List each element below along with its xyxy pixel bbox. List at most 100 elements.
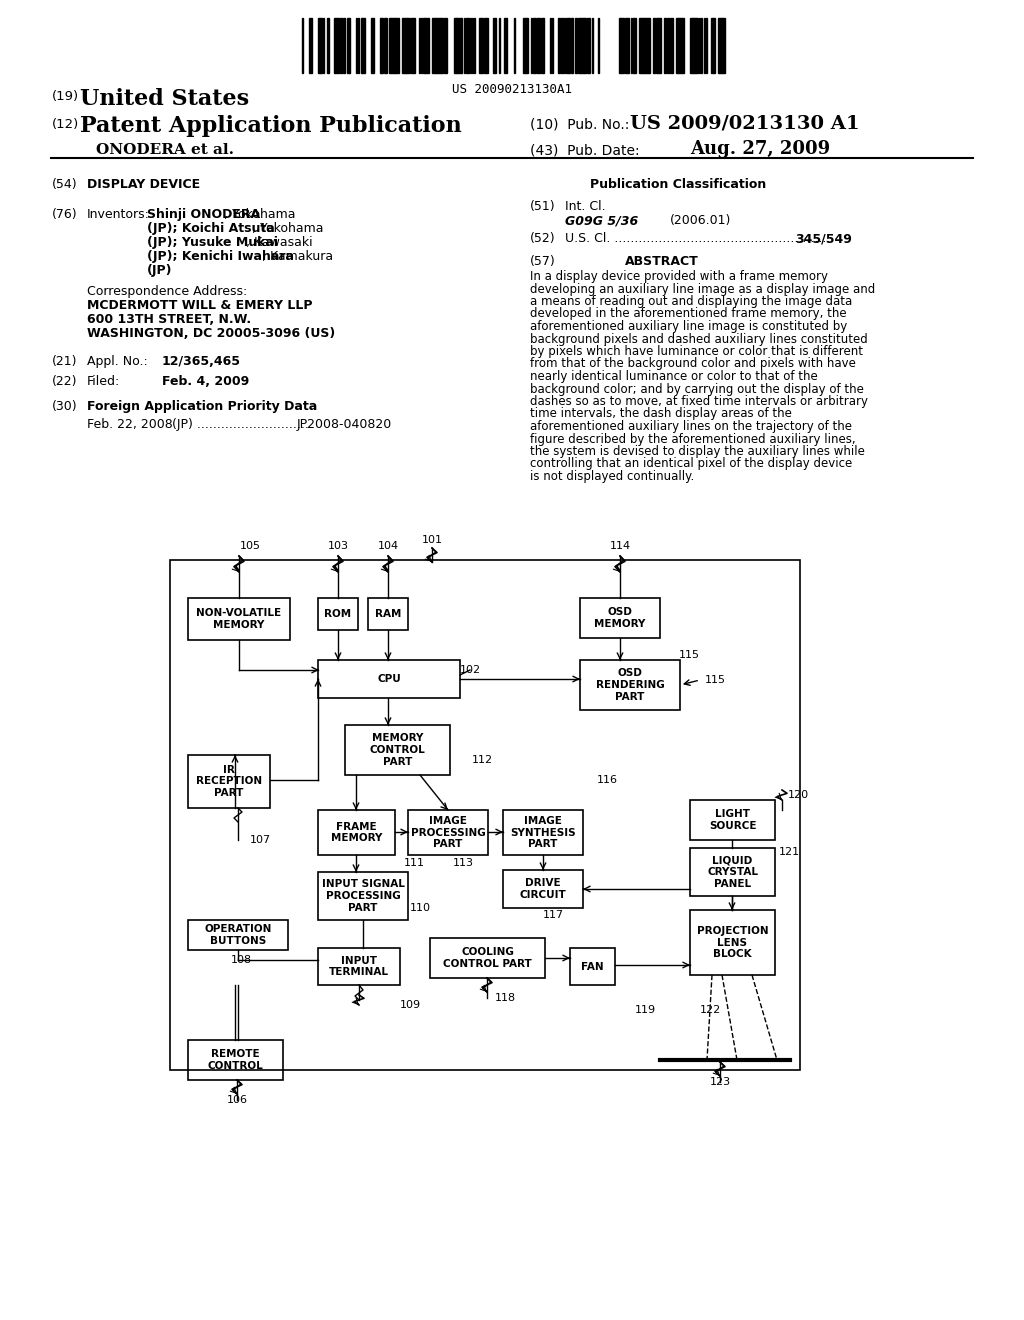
Text: Shinji ONODERA: Shinji ONODERA [147, 209, 260, 220]
Bar [188, 1040, 283, 1080]
Bar [188, 755, 270, 808]
Text: Aug. 27, 2009: Aug. 27, 2009 [690, 140, 830, 158]
Bar [318, 948, 400, 985]
Bar [621, 18, 624, 73]
Bar [318, 598, 358, 630]
Text: RAM: RAM [375, 609, 401, 619]
Text: (19): (19) [52, 90, 79, 103]
Text: COOLING
CONTROL PART: COOLING CONTROL PART [443, 948, 531, 969]
Text: is not displayed continually.: is not displayed continually. [530, 470, 694, 483]
Text: MCDERMOTT WILL & EMERY LLP: MCDERMOTT WILL & EMERY LLP [87, 300, 312, 312]
Bar [318, 873, 408, 920]
Text: FAN: FAN [582, 961, 604, 972]
Bar [368, 598, 408, 630]
Text: 122: 122 [699, 1005, 721, 1015]
Text: 12/365,465: 12/365,465 [162, 355, 241, 368]
Text: nearly identical luminance or color to that of the: nearly identical luminance or color to t… [530, 370, 818, 383]
Text: US 2009/0213130 A1: US 2009/0213130 A1 [630, 115, 859, 133]
Bar [561, 18, 563, 73]
Bar [408, 810, 488, 855]
Text: by pixels which have luminance or color that is different: by pixels which have luminance or color … [530, 345, 863, 358]
Text: (51): (51) [530, 201, 556, 213]
Bar [441, 18, 443, 73]
Bar [664, 18, 666, 73]
Text: IMAGE
PROCESSING
PART: IMAGE PROCESSING PART [411, 816, 485, 849]
Text: Int. Cl.: Int. Cl. [565, 201, 605, 213]
Text: PROJECTION
LENS
BLOCK: PROJECTION LENS BLOCK [696, 925, 768, 960]
Text: Feb. 22, 2008: Feb. 22, 2008 [87, 418, 173, 432]
Text: (10)  Pub. No.:: (10) Pub. No.: [530, 117, 638, 132]
Text: (21): (21) [52, 355, 78, 368]
Bar [466, 18, 468, 73]
Bar [720, 18, 722, 73]
Bar [670, 18, 673, 73]
Bar [430, 939, 545, 978]
Text: 106: 106 [226, 1096, 248, 1105]
Text: (JP) ............................: (JP) ............................ [172, 418, 309, 432]
Bar [588, 18, 590, 73]
Bar [580, 598, 660, 638]
Text: 102: 102 [460, 665, 480, 675]
Bar [318, 660, 460, 698]
Text: , Yokohama: , Yokohama [224, 209, 296, 220]
Bar [309, 18, 312, 73]
Text: a means of reading out and displaying the image data: a means of reading out and displaying th… [530, 294, 852, 308]
Text: 600 13TH STREET, N.W.: 600 13TH STREET, N.W. [87, 313, 251, 326]
Text: LIQUID
CRYSTAL
PANEL: LIQUID CRYSTAL PANEL [707, 855, 758, 888]
Text: NON-VOLATILE
MEMORY: NON-VOLATILE MEMORY [197, 609, 282, 630]
Text: ONODERA et al.: ONODERA et al. [96, 143, 234, 157]
Text: from that of the background color and pixels with have: from that of the background color and pi… [530, 358, 856, 371]
Text: In a display device provided with a frame memory: In a display device provided with a fram… [530, 271, 828, 282]
Text: 101: 101 [422, 535, 442, 545]
Bar [679, 18, 682, 73]
Bar [437, 18, 440, 73]
Bar [412, 18, 415, 73]
Text: background color; and by carrying out the display of the: background color; and by carrying out th… [530, 383, 864, 396]
Text: 105: 105 [240, 541, 260, 550]
Bar [643, 18, 645, 73]
Bar [639, 18, 642, 73]
Bar [690, 800, 775, 840]
Text: 119: 119 [635, 1005, 655, 1015]
Text: US 20090213130A1: US 20090213130A1 [452, 83, 572, 96]
Text: background pixels and dashed auxiliary lines constituted: background pixels and dashed auxiliary l… [530, 333, 867, 346]
Bar [389, 18, 391, 73]
Bar [493, 18, 496, 73]
Text: 110: 110 [410, 903, 431, 913]
Text: (30): (30) [52, 400, 78, 413]
Text: 114: 114 [609, 541, 631, 550]
Text: CPU: CPU [377, 675, 400, 684]
Text: OSD
RENDERING
PART: OSD RENDERING PART [596, 668, 665, 702]
Text: , Yokohama: , Yokohama [252, 222, 323, 235]
Text: IMAGE
SYNTHESIS
PART: IMAGE SYNTHESIS PART [510, 816, 575, 849]
Text: LIGHT
SOURCE: LIGHT SOURCE [709, 809, 757, 830]
Text: 115: 115 [705, 675, 726, 685]
Bar [534, 18, 536, 73]
Bar [385, 18, 387, 73]
Bar [318, 18, 319, 73]
Text: figure described by the aforementioned auxiliary lines,: figure described by the aforementioned a… [530, 433, 856, 446]
Text: 104: 104 [378, 541, 398, 550]
Text: FRAME
MEMORY: FRAME MEMORY [331, 821, 382, 843]
Text: JP2008-040820: JP2008-040820 [297, 418, 392, 432]
Bar [458, 18, 461, 73]
Bar [541, 18, 543, 73]
Bar [435, 18, 437, 73]
Text: (52): (52) [530, 232, 556, 246]
Text: (JP): (JP) [147, 264, 172, 277]
Bar [432, 18, 435, 73]
Text: 103: 103 [328, 541, 348, 550]
Text: (57): (57) [530, 255, 556, 268]
Text: , Kawasaki: , Kawasaki [246, 236, 312, 249]
Bar [581, 18, 583, 73]
Bar [407, 18, 410, 73]
Text: 116: 116 [597, 775, 618, 785]
Bar [677, 18, 679, 73]
Text: G09G 5/36: G09G 5/36 [565, 214, 638, 227]
Bar [486, 18, 488, 73]
Bar [645, 18, 648, 73]
Text: , Kamakura: , Kamakura [262, 249, 334, 263]
Bar [335, 18, 338, 73]
Text: (12): (12) [52, 117, 79, 131]
Text: Inventors:: Inventors: [87, 209, 150, 220]
